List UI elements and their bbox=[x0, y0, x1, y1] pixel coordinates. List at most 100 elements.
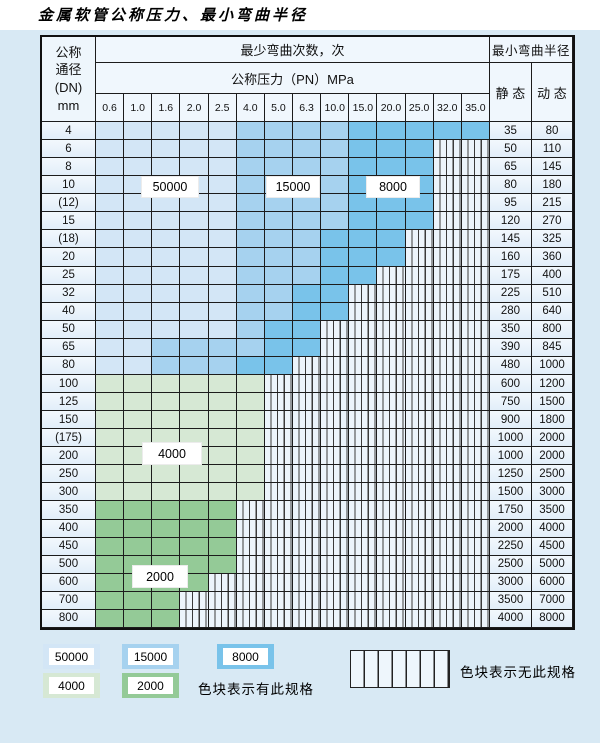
spec-cell bbox=[208, 302, 237, 321]
table-body: 4 35 80 6 50 110 8 65 145 10 80 180 (12) 95 215 15 120 27… bbox=[42, 122, 573, 628]
spec-cell bbox=[461, 122, 490, 141]
spec-cell bbox=[321, 230, 350, 249]
static-cell: 1000 bbox=[489, 429, 532, 448]
spec-cell bbox=[349, 573, 378, 592]
spec-cell bbox=[321, 284, 350, 303]
spec-cell bbox=[349, 302, 378, 321]
spec-cell bbox=[433, 429, 462, 448]
spec-cell bbox=[152, 140, 181, 159]
spec-cell bbox=[264, 266, 293, 285]
static-cell: 390 bbox=[489, 338, 532, 357]
spec-cell bbox=[124, 194, 153, 213]
dynamic-cell: 215 bbox=[531, 194, 573, 213]
dynamic-cell: 1200 bbox=[531, 374, 573, 394]
legend-swatch-50000: 50000 bbox=[43, 644, 100, 669]
spec-cell bbox=[405, 609, 434, 628]
dynamic-cell: 1800 bbox=[531, 411, 573, 430]
spec-cell bbox=[236, 374, 265, 394]
dn-cell: 200 bbox=[42, 447, 96, 466]
spec-cell bbox=[264, 374, 293, 394]
dn-cell: 400 bbox=[42, 519, 96, 538]
legend-swatch-label: 2000 bbox=[128, 677, 173, 694]
spec-cell bbox=[180, 158, 209, 177]
spec-cell bbox=[236, 573, 265, 592]
spec-cell bbox=[96, 158, 125, 177]
spec-cell bbox=[208, 447, 237, 466]
spec-cell bbox=[321, 501, 350, 520]
spec-cell bbox=[264, 212, 293, 231]
spec-cell bbox=[152, 501, 181, 520]
pressure-tick: 10.0 bbox=[321, 94, 350, 122]
spec-cell bbox=[152, 284, 181, 303]
spec-cell bbox=[236, 555, 265, 574]
spec-cell bbox=[377, 356, 406, 375]
spec-cell bbox=[433, 212, 462, 231]
spec-cell bbox=[96, 194, 125, 213]
spec-cell bbox=[349, 338, 378, 357]
spec-cell bbox=[433, 266, 462, 285]
spec-cell bbox=[180, 122, 209, 141]
spec-cell bbox=[405, 591, 434, 610]
zone-label-2000: 2000 bbox=[132, 565, 188, 588]
spec-cell bbox=[180, 302, 209, 321]
spec-cell bbox=[124, 248, 153, 267]
spec-cell bbox=[433, 573, 462, 592]
spec-cell bbox=[377, 266, 406, 285]
spec-cell bbox=[96, 338, 125, 357]
spec-cell bbox=[96, 537, 125, 556]
radius-header: 最小弯曲半径 bbox=[489, 37, 573, 63]
dn-cell: 350 bbox=[42, 501, 96, 520]
spec-cell bbox=[152, 338, 181, 357]
spec-cell bbox=[349, 501, 378, 520]
pressure-tick: 2.5 bbox=[208, 94, 237, 122]
spec-cell bbox=[264, 483, 293, 502]
spec-cell bbox=[208, 284, 237, 303]
spec-cell bbox=[461, 501, 490, 520]
spec-cell bbox=[292, 465, 322, 484]
legend-swatch-label: 8000 bbox=[223, 648, 268, 665]
spec-cell bbox=[292, 555, 322, 574]
spec-cell bbox=[264, 122, 293, 141]
spec-cell bbox=[377, 302, 406, 321]
spec-cell bbox=[321, 266, 350, 285]
static-cell: 1750 bbox=[489, 501, 532, 520]
spec-cell bbox=[96, 429, 125, 448]
spec-cell bbox=[292, 248, 322, 267]
spec-cell bbox=[292, 140, 322, 159]
spec-cell bbox=[321, 122, 350, 141]
spec-cell bbox=[96, 393, 125, 412]
spec-cell bbox=[377, 248, 406, 267]
zone-label-8000: 8000 bbox=[366, 176, 420, 198]
spec-cell bbox=[96, 609, 125, 628]
spec-cell bbox=[236, 411, 265, 430]
spec-cell bbox=[349, 519, 378, 538]
spec-cell bbox=[433, 537, 462, 556]
spec-cell bbox=[264, 411, 293, 430]
dn-header-line: 公称 bbox=[55, 44, 82, 60]
spec-cell bbox=[236, 194, 265, 213]
spec-cell bbox=[264, 609, 293, 628]
spec-cell bbox=[236, 465, 265, 484]
spec-cell bbox=[292, 374, 322, 394]
pressure-tick: 0.6 bbox=[96, 94, 125, 122]
static-cell: 1250 bbox=[489, 465, 532, 484]
spec-cell bbox=[377, 555, 406, 574]
spec-cell bbox=[124, 393, 153, 412]
spec-cell bbox=[405, 194, 434, 213]
spec-cell bbox=[461, 302, 490, 321]
spec-cell bbox=[405, 429, 434, 448]
spec-cell bbox=[208, 393, 237, 412]
dn-header-line: mm bbox=[57, 97, 80, 113]
spec-cell bbox=[461, 284, 490, 303]
spec-cell bbox=[433, 356, 462, 375]
spec-cell bbox=[96, 176, 125, 195]
dynamic-cell: 800 bbox=[531, 320, 573, 339]
spec-cell bbox=[321, 573, 350, 592]
spec-cell bbox=[349, 284, 378, 303]
static-cell: 480 bbox=[489, 356, 532, 375]
static-cell: 1000 bbox=[489, 447, 532, 466]
dynamic-cell: 2000 bbox=[531, 447, 573, 466]
spec-cell bbox=[377, 158, 406, 177]
dynamic-cell: 8000 bbox=[531, 609, 573, 628]
legend-has-spec-text: 色块表示有此规格 bbox=[198, 682, 314, 697]
